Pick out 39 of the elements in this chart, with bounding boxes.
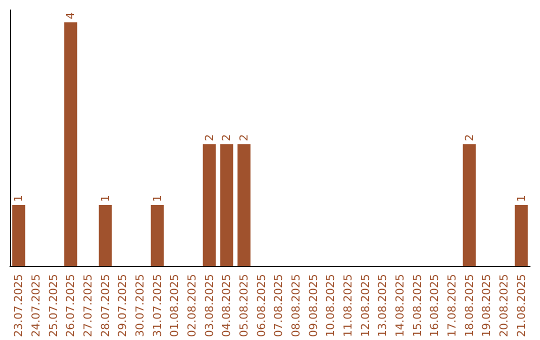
x-tick-label: 25.07.2025 [46, 274, 60, 338]
x-tick-label: 24.07.2025 [30, 274, 42, 338]
x-tick-label: 29.07.2025 [116, 274, 130, 338]
x-tick-label: 12.08.2025 [358, 274, 372, 338]
x-tick-label: 20.08.2025 [498, 274, 510, 338]
data-label: 1 [150, 195, 164, 202]
data-label: 2 [220, 134, 234, 142]
x-tick-label: 30.07.2025 [134, 274, 146, 338]
x-tick-label: 01.08.2025 [168, 274, 182, 338]
x-tick-label: 10.08.2025 [324, 274, 338, 338]
x-tick-label: 02.08.2025 [186, 274, 198, 338]
data-label: 2 [238, 134, 250, 142]
x-tick-label: 03.08.2025 [202, 274, 216, 338]
x-tick-label: 15.08.2025 [410, 274, 424, 338]
data-label: 1 [12, 195, 26, 202]
x-tick-label: 05.08.2025 [238, 274, 250, 338]
x-tick-label: 23.07.2025 [12, 274, 26, 338]
x-tick-label: 18.08.2025 [462, 274, 476, 338]
data-label: 2 [462, 134, 476, 142]
x-tick-label: 07.08.2025 [272, 274, 286, 338]
x-tick-label: 17.08.2025 [446, 274, 458, 338]
x-tick-label: 31.07.2025 [150, 274, 164, 338]
x-tick-label: 09.08.2025 [306, 274, 320, 338]
x-tick-label: 16.08.2025 [428, 274, 442, 338]
x-tick-label: 13.08.2025 [376, 274, 390, 338]
x-tick-label: 26.07.2025 [64, 274, 78, 338]
x-tick-label: 28.07.2025 [98, 274, 112, 338]
data-label: 1 [98, 195, 112, 202]
data-label: 2 [202, 134, 216, 142]
x-tick-label: 14.08.2025 [394, 274, 406, 338]
x-tick-label: 04.08.2025 [220, 274, 234, 338]
x-tick-label: 06.08.2025 [254, 274, 268, 338]
data-label: 1 [514, 195, 528, 202]
x-tick-label: 19.08.2025 [480, 274, 494, 338]
x-tick-label: 11.08.2025 [342, 274, 354, 338]
data-label: 4 [64, 12, 78, 20]
x-tick-label: 27.07.2025 [82, 274, 94, 338]
x-tick-label: 21.08.2025 [514, 274, 528, 338]
x-tick-label: 08.08.2025 [290, 274, 302, 338]
